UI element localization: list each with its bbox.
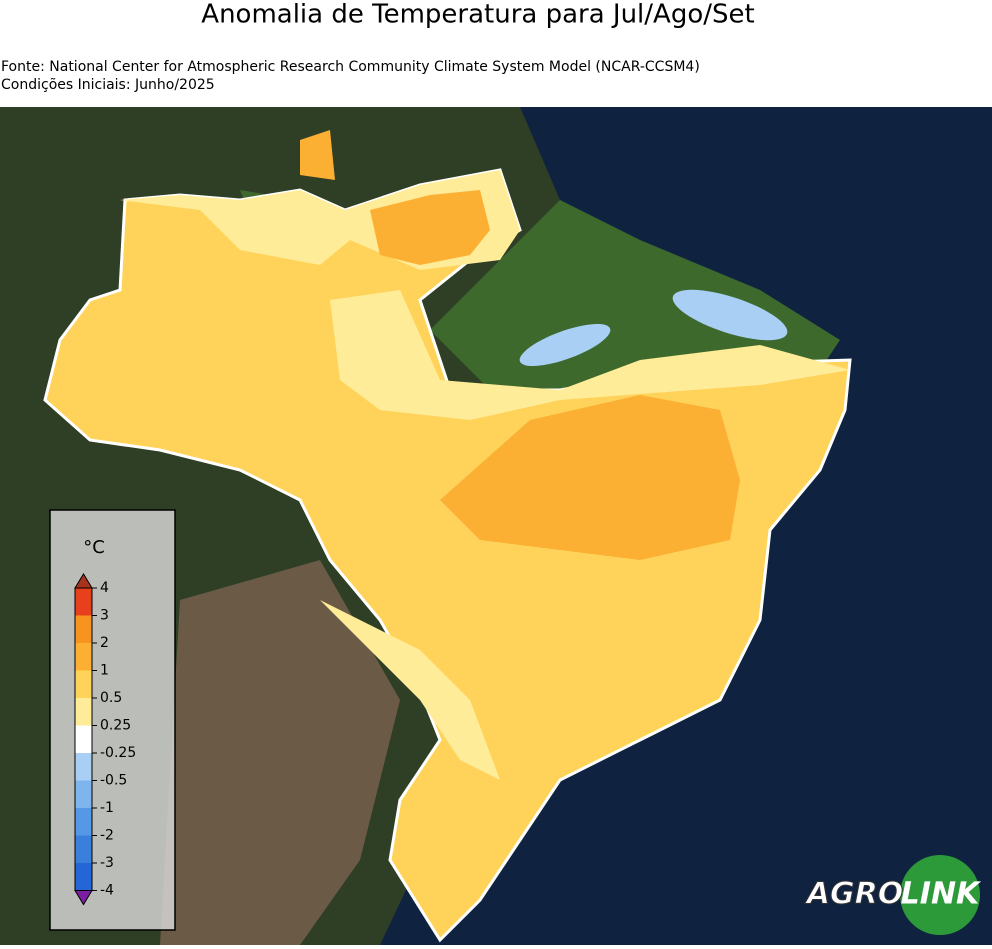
colorbar-box	[49, 509, 176, 931]
colorbar-tick-label: 4	[100, 580, 109, 596]
cool-anomaly	[672, 289, 788, 341]
colorbar-segment	[75, 698, 92, 726]
colorbar: 4 3 2 1 0.5 0.25 -0.25 -0.5 -1 -2 -3 -4	[74, 573, 136, 906]
land-south	[160, 560, 400, 945]
colorbar-tick-label: -0.25	[100, 745, 136, 761]
colorbar-tick-label: -3	[100, 855, 114, 871]
colorbar-tick-label: 3	[100, 608, 109, 624]
orange-amapa	[300, 130, 335, 180]
pale-southwest	[320, 600, 500, 780]
colorbar-tick-label: -0.5	[100, 773, 127, 789]
logo-circle	[900, 855, 980, 935]
colorbar-unit: °C	[83, 537, 105, 558]
colorbar-tick-label: -1	[100, 800, 114, 816]
colorbar-tick-label: -2	[100, 828, 114, 844]
colorbar-tick-label: 0.25	[100, 718, 131, 734]
colorbar-tick-label: 2	[100, 635, 109, 651]
initial-conditions: Condições Iniciais: Junho/2025	[1, 77, 215, 93]
colorbar-segment	[75, 588, 92, 616]
colorbar-segment	[75, 670, 92, 698]
colorbar-segment	[75, 808, 92, 836]
logo: AGRO LINK	[804, 855, 982, 935]
title: Anomalia de Temperatura para Jul/Ago/Set	[201, 0, 754, 30]
source: Fonte: National Center for Atmospheric R…	[1, 59, 700, 75]
logo-text: LINK	[901, 877, 982, 912]
colorbar-segment	[75, 835, 92, 863]
orange-center	[440, 395, 740, 560]
pale-band	[330, 290, 850, 420]
colorbar-tick-label: 0.5	[100, 690, 122, 706]
colorbar-segment	[75, 643, 92, 671]
colorbar-tick-label: 1	[100, 663, 109, 679]
colorbar-tick-label: -4	[100, 883, 114, 899]
logo-text: AGRO	[805, 877, 903, 912]
colorbar-segment	[75, 725, 92, 753]
colorbar-segment	[75, 615, 92, 643]
colorbar-segment	[75, 863, 92, 891]
orange-north	[370, 190, 490, 265]
cool-anomaly	[519, 323, 611, 367]
colorbar-segment	[75, 780, 92, 808]
colorbar-outline	[74, 587, 93, 891]
colorbar-segment	[75, 753, 92, 781]
